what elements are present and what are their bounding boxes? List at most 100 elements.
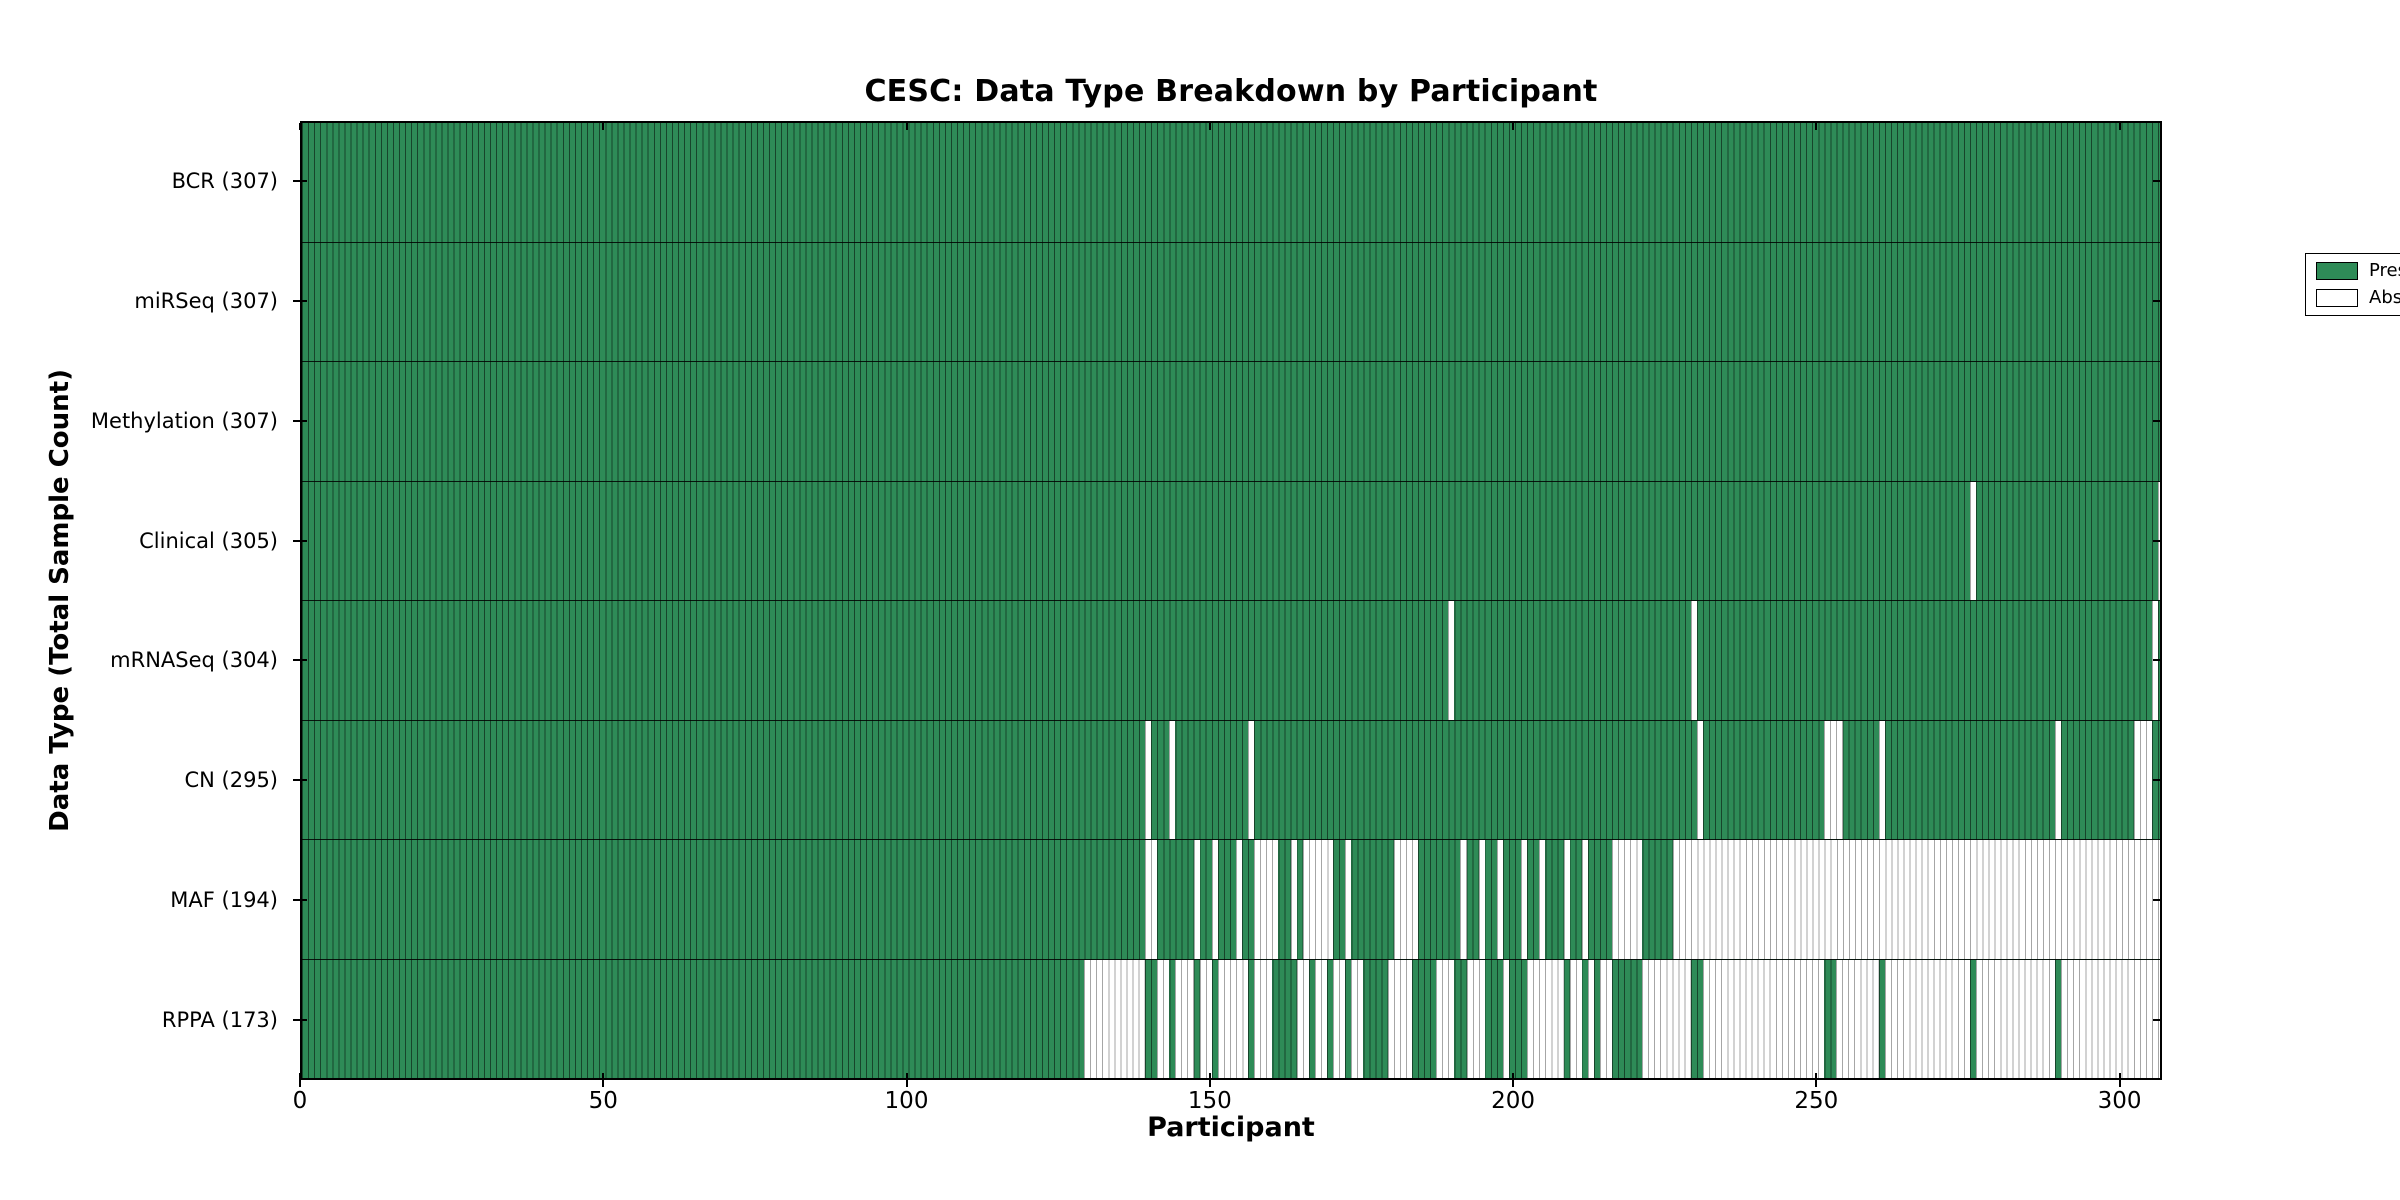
absent-segment bbox=[1314, 959, 1327, 1078]
x-tick-label: 100 bbox=[884, 1088, 929, 1114]
absent-segment bbox=[1448, 601, 1455, 720]
y-tick-mark-right bbox=[2153, 539, 2160, 542]
absent-segment bbox=[1569, 959, 1582, 1078]
row-Methylation bbox=[302, 362, 2160, 482]
absent-segment bbox=[1527, 959, 1564, 1078]
y-tick-mark-right bbox=[2153, 179, 2160, 182]
y-tick-label-CN: CN (295) bbox=[184, 768, 278, 793]
row-RPPA bbox=[302, 959, 2160, 1078]
legend-swatch-present bbox=[2316, 262, 2358, 280]
absent-segment bbox=[1836, 959, 1879, 1078]
absent-segment bbox=[1824, 720, 1843, 839]
absent-segment bbox=[1248, 720, 1255, 839]
absent-segment bbox=[2133, 720, 2152, 839]
x-tick-mark-top bbox=[602, 123, 605, 130]
absent-segment bbox=[1885, 959, 1970, 1078]
absent-segment bbox=[1254, 840, 1279, 959]
absent-segment bbox=[1199, 959, 1212, 1078]
legend-label-absent: Absent bbox=[2369, 287, 2400, 308]
y-tick-mark-left bbox=[293, 1019, 307, 1022]
absent-segment bbox=[1878, 720, 1885, 839]
legend: Present Absent bbox=[2305, 253, 2400, 316]
x-tick-label: 0 bbox=[292, 1088, 308, 1114]
y-tick-label-Methylation: Methylation (307) bbox=[90, 408, 278, 433]
absent-segment bbox=[1502, 959, 1509, 1078]
absent-segment bbox=[1217, 959, 1249, 1078]
x-tick-mark-bottom bbox=[1512, 1073, 1515, 1087]
x-tick-label: 150 bbox=[1187, 1088, 1232, 1114]
x-tick-mark-top bbox=[1512, 123, 1515, 130]
y-tick-mark-right bbox=[2153, 659, 2160, 662]
x-tick-label: 300 bbox=[2097, 1088, 2142, 1114]
y-tick-mark-right bbox=[2153, 299, 2160, 302]
y-tick-label-MAF: MAF (194) bbox=[170, 888, 278, 913]
absent-segment bbox=[1145, 720, 1152, 839]
absent-segment bbox=[1496, 840, 1503, 959]
absent-segment bbox=[1345, 840, 1352, 959]
y-tick-label-mRNASeq: mRNASeq (304) bbox=[110, 648, 278, 673]
x-tick-mark-bottom bbox=[905, 1073, 908, 1087]
absent-segment bbox=[1351, 959, 1364, 1078]
absent-segment bbox=[1333, 959, 1346, 1078]
plot-area: Present Absent bbox=[300, 121, 2400, 1080]
x-tick-label: 200 bbox=[1491, 1088, 1535, 1114]
y-tick-labels: BCR (307) miRSeq (307) Methylation (307) Cl… bbox=[0, 121, 288, 1080]
x-axis-title: Participant bbox=[1147, 1112, 1315, 1143]
x-tick-mark-top bbox=[1208, 123, 1211, 130]
row-Clinical bbox=[302, 481, 2160, 601]
x-tick-mark-top bbox=[2118, 123, 2121, 130]
absent-segment bbox=[1587, 959, 1594, 1078]
y-tick-label-RPPA: RPPA (173) bbox=[161, 1008, 278, 1033]
legend-swatch-absent bbox=[2316, 289, 2358, 307]
absent-segment bbox=[1703, 959, 1825, 1078]
absent-segment bbox=[1193, 840, 1200, 959]
absent-segment bbox=[1296, 959, 1309, 1078]
absent-segment bbox=[1521, 840, 1528, 959]
absent-segment bbox=[1393, 840, 1418, 959]
y-tick-mark-left bbox=[293, 659, 307, 662]
absent-segment bbox=[1696, 720, 1704, 839]
absent-segment bbox=[1690, 601, 1697, 720]
chart-title: CESC: Data Type Breakdown by Participant bbox=[864, 74, 1598, 109]
absent-segment bbox=[1157, 959, 1170, 1078]
absent-segment bbox=[1539, 840, 1546, 959]
y-tick-mark-left bbox=[293, 179, 307, 182]
absent-segment bbox=[1175, 959, 1194, 1078]
absent-segment bbox=[1254, 959, 1273, 1078]
y-tick-mark-right bbox=[2153, 419, 2160, 422]
absent-segment bbox=[1211, 840, 1218, 959]
absent-segment bbox=[2054, 720, 2061, 839]
legend-item-present: Present bbox=[2316, 262, 2400, 280]
y-tick-mark-left bbox=[293, 419, 307, 422]
absent-segment bbox=[1599, 959, 1613, 1078]
absent-segment bbox=[1969, 481, 1976, 600]
y-tick-mark-right bbox=[2153, 779, 2160, 782]
absent-segment bbox=[1975, 959, 2055, 1078]
x-tick-label: 50 bbox=[588, 1088, 618, 1114]
y-tick-label-Clinical: Clinical (305) bbox=[139, 528, 278, 553]
matrix-rows bbox=[302, 123, 2160, 1078]
x-tick-label: 250 bbox=[1794, 1088, 1839, 1114]
y-tick-mark-left bbox=[293, 539, 307, 542]
absent-segment bbox=[1581, 840, 1588, 959]
absent-segment bbox=[1478, 840, 1485, 959]
x-tick-mark-bottom bbox=[2118, 1073, 2121, 1087]
legend-label-present: Present bbox=[2369, 260, 2400, 281]
x-tick-mark-bottom bbox=[602, 1073, 605, 1087]
legend-item-absent: Absent bbox=[2316, 289, 2400, 307]
x-tick-mark-top bbox=[1815, 123, 1818, 130]
y-tick-mark-left bbox=[293, 299, 307, 302]
y-tick-mark-right bbox=[2153, 899, 2160, 902]
absent-segment bbox=[1642, 959, 1691, 1078]
absent-segment bbox=[1145, 840, 1158, 959]
absent-segment bbox=[1436, 959, 1455, 1078]
x-tick-mark-top bbox=[299, 123, 301, 130]
absent-segment bbox=[1084, 959, 1146, 1078]
absent-segment bbox=[1290, 840, 1297, 959]
row-MAF bbox=[302, 840, 2160, 960]
row-CN bbox=[302, 720, 2160, 840]
row-BCR bbox=[302, 123, 2160, 243]
absent-segment bbox=[1563, 840, 1570, 959]
absent-segment bbox=[1169, 720, 1176, 839]
